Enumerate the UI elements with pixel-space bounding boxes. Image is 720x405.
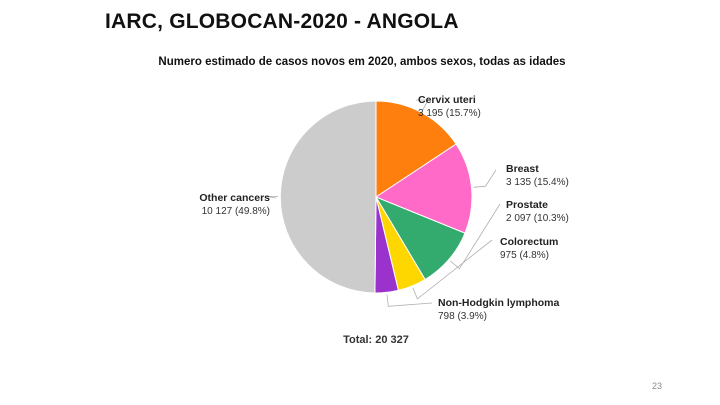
slice-value-other-cancers: 10 127 (49.8%) <box>202 206 270 217</box>
slice-label-breast: Breast <box>506 163 539 175</box>
page-number: 23 <box>651 381 662 391</box>
slice-value-breast: 3 135 (15.4%) <box>506 177 569 188</box>
leader-line-prostate <box>450 203 501 270</box>
slice-value-non-hodgkin-lymphoma: 798 (3.9%) <box>438 311 487 322</box>
pie-slices <box>279 100 473 294</box>
slice-value-prostate: 2 097 (10.3%) <box>506 213 569 224</box>
leader-line-breast <box>473 169 497 188</box>
leader-lines <box>265 99 501 307</box>
slice-label-other-cancers: Other cancers <box>199 192 270 204</box>
slide-title: IARC, GLOBOCAN-2020 - ANGOLA <box>105 10 459 33</box>
leader-line-colorectum <box>412 239 493 300</box>
leader-line-cervix-uteri <box>415 99 429 111</box>
slice-value-cervix-uteri: 3 195 (15.7%) <box>418 108 481 119</box>
pie-slice-other-cancers <box>279 100 377 294</box>
leader-line-other-cancers <box>265 195 278 199</box>
slice-label-cervix-uteri: Cervix uteri <box>418 94 476 106</box>
slice-label-prostate: Prostate <box>506 199 548 211</box>
chart-total: Total: 20 327 <box>343 334 409 346</box>
pie-slice-breast <box>374 143 473 234</box>
slice-value-colorectum: 975 (4.8%) <box>500 250 549 261</box>
chart-title: Numero estimado de casos novos em 2020, … <box>158 56 565 68</box>
pie-slice-cervix-uteri <box>375 100 457 198</box>
leader-line-non-hodgkin-lymphoma <box>386 294 433 307</box>
slice-label-colorectum: Colorectum <box>500 236 558 248</box>
slice-label-non-hodgkin-lymphoma: Non-Hodgkin lymphoma <box>438 297 559 309</box>
slice-labels: Cervix uteri 3 195 (15.7%) Breast 3 135 (15… <box>199 94 568 322</box>
